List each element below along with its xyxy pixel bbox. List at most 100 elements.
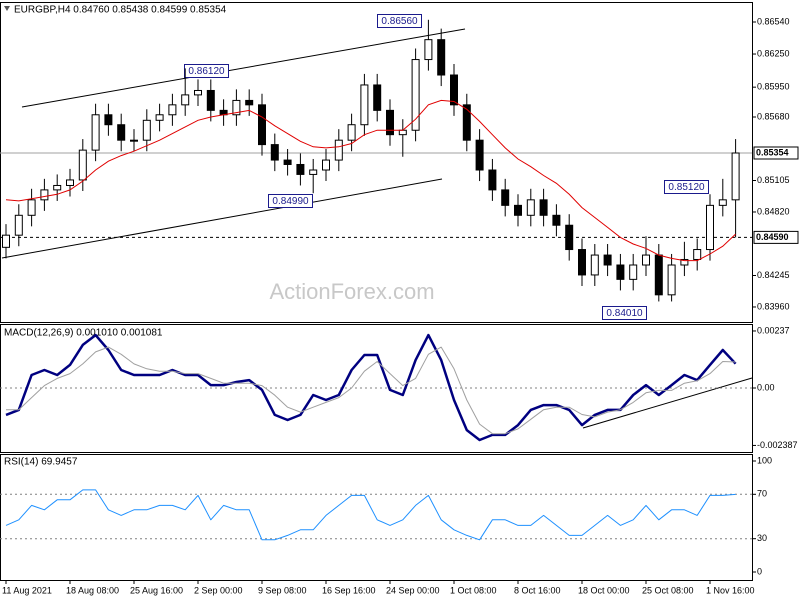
candle-body bbox=[2, 234, 10, 248]
annotation: 0.84010 bbox=[602, 306, 647, 320]
candle-body bbox=[117, 124, 126, 141]
candle-body bbox=[514, 204, 522, 216]
candle-body bbox=[334, 139, 343, 161]
price-level-box bbox=[753, 230, 799, 244]
candle-body bbox=[718, 199, 727, 206]
candle-body bbox=[411, 59, 420, 131]
annotation-text: 0.84010 bbox=[606, 308, 643, 319]
candle-body bbox=[232, 99, 241, 116]
candle-body bbox=[168, 104, 177, 116]
candle-body bbox=[130, 139, 138, 142]
candle-body bbox=[245, 99, 254, 106]
x-tick-label: 1 Nov 16:00 bbox=[706, 585, 755, 595]
y-tick-label: 0.84245 bbox=[757, 270, 790, 280]
candle-body bbox=[104, 114, 113, 126]
price-title: EURGBP,H4 0.84760 0.85438 0.84599 0.8535… bbox=[14, 5, 227, 16]
candle-body bbox=[603, 254, 612, 266]
channel-lower bbox=[1, 178, 443, 259]
annotation: 0.85120 bbox=[664, 180, 709, 194]
y-tick-label: 0.85950 bbox=[757, 82, 790, 92]
y-tick-label: 100 bbox=[757, 455, 772, 465]
candle-body bbox=[373, 84, 382, 111]
y-tick-label: 0.85105 bbox=[757, 175, 790, 185]
candle-body bbox=[78, 149, 87, 181]
candle-body bbox=[347, 124, 356, 141]
indicator-line bbox=[5, 489, 736, 541]
channel-upper bbox=[21, 28, 466, 108]
annotation-box bbox=[268, 194, 313, 208]
rsi-title: RSI(14) 69.9457 bbox=[4, 457, 78, 468]
candle-body bbox=[66, 179, 74, 186]
moving-average bbox=[5, 99, 736, 262]
candle-body bbox=[322, 159, 330, 171]
annotation: 0.84990 bbox=[268, 194, 313, 208]
x-tick-label: 25 Oct 08:00 bbox=[642, 585, 694, 595]
x-tick-label: 18 Oct 00:00 bbox=[578, 585, 630, 595]
macd-title: MACD(12,26,9) 0.001010 0.001081 bbox=[4, 328, 163, 339]
candle-body bbox=[539, 199, 548, 216]
y-tick-label: 0.85680 bbox=[757, 111, 790, 121]
candle-body bbox=[578, 249, 586, 276]
macd-trendline bbox=[582, 377, 753, 429]
annotation-text: 0.86560 bbox=[381, 16, 418, 27]
candle-body bbox=[590, 254, 599, 276]
candle-body bbox=[475, 139, 484, 171]
candle-body bbox=[706, 204, 714, 251]
y-tick-label: 0.83960 bbox=[757, 301, 790, 311]
candle-body bbox=[206, 89, 215, 111]
x-tick-label: 1 Oct 08:00 bbox=[450, 585, 497, 595]
candle-body bbox=[270, 144, 279, 161]
candle-body bbox=[53, 184, 62, 191]
x-tick-label: 24 Sep 00:00 bbox=[386, 585, 440, 595]
indicator-line bbox=[5, 333, 737, 442]
y-tick-label: 30 bbox=[757, 533, 767, 543]
candle-body bbox=[309, 169, 318, 175]
candle-body bbox=[693, 249, 702, 260]
annotation-text: 0.86120 bbox=[188, 66, 225, 77]
annotation: 0.86560 bbox=[377, 14, 422, 28]
x-tick-label: 16 Sep 16:00 bbox=[322, 585, 376, 595]
x-tick-label: 25 Aug 16:00 bbox=[130, 585, 183, 595]
candle-body bbox=[40, 189, 49, 201]
candle-body bbox=[488, 169, 497, 191]
candle-body bbox=[258, 104, 266, 146]
candle-body bbox=[296, 163, 305, 175]
candle-body bbox=[654, 254, 663, 296]
price-level-label: 0.85354 bbox=[756, 147, 789, 157]
candle-body bbox=[526, 199, 535, 216]
candle-body bbox=[731, 152, 740, 201]
annotation-text: 0.85120 bbox=[668, 182, 705, 193]
candle-body bbox=[27, 199, 36, 216]
y-tick-label: -0.002387 bbox=[757, 440, 798, 450]
candle-body bbox=[642, 254, 650, 266]
candle-body bbox=[437, 39, 446, 76]
price-level-label: 0.84590 bbox=[756, 232, 789, 242]
symbol-icon bbox=[4, 6, 10, 11]
candle-body bbox=[629, 264, 638, 280]
candle-body bbox=[616, 264, 625, 280]
candle-body bbox=[501, 189, 510, 206]
y-tick-label: 0.00237 bbox=[757, 325, 790, 335]
candle-body bbox=[142, 119, 151, 141]
candle-body bbox=[194, 89, 202, 96]
candle-body bbox=[386, 109, 394, 136]
rsi-panel bbox=[0, 454, 753, 581]
y-tick-label: 70 bbox=[757, 489, 767, 499]
x-tick-label: 9 Sep 08:00 bbox=[258, 585, 307, 595]
candle-body bbox=[283, 159, 292, 165]
x-tick-label: 2 Sep 00:00 bbox=[194, 585, 243, 595]
annotation: 0.86120 bbox=[184, 64, 229, 78]
candle-body bbox=[565, 224, 574, 251]
y-tick-label: 0 bbox=[757, 566, 762, 576]
indicator-line bbox=[6, 346, 736, 435]
candle-body bbox=[450, 74, 458, 106]
y-tick-label: 0.00 bbox=[757, 382, 775, 392]
annotation-box bbox=[602, 306, 647, 320]
x-tick-label: 11 Aug 2021 bbox=[2, 585, 52, 595]
candle-body bbox=[462, 104, 471, 141]
y-tick-label: 0.84820 bbox=[757, 206, 790, 216]
candle-body bbox=[181, 94, 190, 106]
